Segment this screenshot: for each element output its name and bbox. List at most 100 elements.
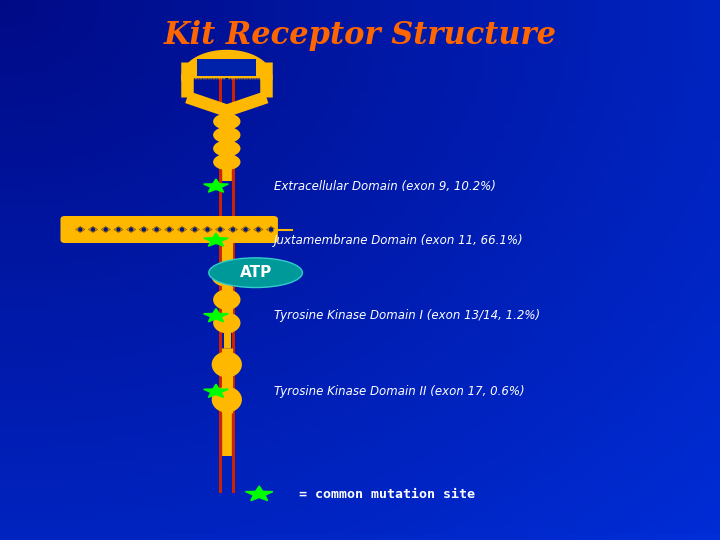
Bar <box>0 536 720 539</box>
Bar <box>0 536 720 539</box>
Bar <box>0 536 720 539</box>
Bar <box>0 537 720 539</box>
Bar <box>0 535 720 538</box>
Ellipse shape <box>209 258 302 287</box>
Bar <box>0 535 720 538</box>
Bar <box>0 537 720 540</box>
Bar <box>0 536 720 539</box>
Ellipse shape <box>104 227 108 232</box>
Polygon shape <box>152 226 161 233</box>
Bar <box>0 537 720 540</box>
Bar <box>0 536 720 538</box>
Text: Kit Receptor Structure: Kit Receptor Structure <box>163 19 557 51</box>
Bar <box>0 537 720 539</box>
Text: Tyrosine Kinase Domain II (exon 17, 0.6%): Tyrosine Kinase Domain II (exon 17, 0.6%… <box>274 385 524 398</box>
Bar <box>0 536 720 538</box>
Bar <box>0 535 720 537</box>
Ellipse shape <box>78 227 82 232</box>
Bar <box>0 537 720 540</box>
Polygon shape <box>190 226 199 233</box>
Bar <box>0 536 720 538</box>
Bar <box>0 535 720 537</box>
Bar <box>0 536 720 538</box>
Bar <box>0 536 720 538</box>
Bar <box>0 537 720 540</box>
Bar <box>0 535 720 538</box>
Ellipse shape <box>213 289 240 310</box>
Bar <box>0 536 720 539</box>
Bar <box>0 535 720 537</box>
Bar <box>0 536 720 538</box>
Polygon shape <box>177 226 186 233</box>
Bar <box>0 536 720 538</box>
Bar <box>0 536 720 538</box>
Bar <box>0 535 720 537</box>
Bar <box>0 536 720 539</box>
Bar <box>0 537 720 540</box>
Bar <box>0 536 720 539</box>
Bar <box>0 535 720 538</box>
Bar <box>0 537 720 539</box>
Polygon shape <box>139 226 148 233</box>
Polygon shape <box>114 226 123 233</box>
Ellipse shape <box>213 113 240 130</box>
Bar <box>0 535 720 537</box>
Bar <box>0 536 720 539</box>
Bar <box>0 535 720 537</box>
Bar <box>0 535 720 537</box>
Ellipse shape <box>213 140 240 157</box>
Text: Extracellular Domain (exon 9, 10.2%): Extracellular Domain (exon 9, 10.2%) <box>274 180 495 193</box>
Polygon shape <box>127 226 136 233</box>
Bar <box>0 537 720 539</box>
Ellipse shape <box>212 352 242 377</box>
Bar <box>0 536 720 539</box>
Bar <box>0 536 720 539</box>
Ellipse shape <box>180 227 184 232</box>
Bar <box>0 535 720 538</box>
Bar <box>0 536 720 539</box>
Bar <box>0 535 720 538</box>
Bar <box>0 537 720 540</box>
Bar <box>0 537 720 540</box>
Bar <box>0 537 720 539</box>
Bar <box>0 536 720 539</box>
Bar <box>0 535 720 538</box>
Bar <box>0 536 720 538</box>
Text: ATP: ATP <box>240 265 271 280</box>
Bar <box>0 535 720 538</box>
Ellipse shape <box>129 227 133 232</box>
Bar <box>0 536 720 539</box>
Bar <box>0 537 720 539</box>
Ellipse shape <box>167 227 171 232</box>
Bar <box>0 536 720 539</box>
Bar <box>0 536 720 539</box>
Bar <box>0 537 720 539</box>
Bar <box>0 536 720 539</box>
Bar <box>0 536 720 539</box>
Bar <box>0 535 720 537</box>
Polygon shape <box>101 226 110 233</box>
Ellipse shape <box>231 227 235 232</box>
Polygon shape <box>204 233 228 246</box>
Bar <box>0 536 720 538</box>
Bar <box>0 537 720 539</box>
Ellipse shape <box>243 227 248 232</box>
Bar <box>0 537 720 540</box>
Bar <box>0 537 720 539</box>
FancyBboxPatch shape <box>197 59 256 76</box>
Bar <box>0 535 720 537</box>
Bar <box>0 535 720 537</box>
Bar <box>0 537 720 539</box>
Bar <box>0 536 720 539</box>
Polygon shape <box>241 226 251 233</box>
Bar <box>0 537 720 540</box>
Bar <box>0 537 720 539</box>
Polygon shape <box>204 179 228 192</box>
Bar <box>0 536 720 539</box>
Text: Tyrosine Kinase Domain I (exon 13/14, 1.2%): Tyrosine Kinase Domain I (exon 13/14, 1.… <box>274 309 540 322</box>
Bar <box>0 536 720 539</box>
Bar <box>0 535 720 538</box>
Bar <box>0 535 720 538</box>
Ellipse shape <box>256 227 261 232</box>
Bar <box>0 536 720 538</box>
